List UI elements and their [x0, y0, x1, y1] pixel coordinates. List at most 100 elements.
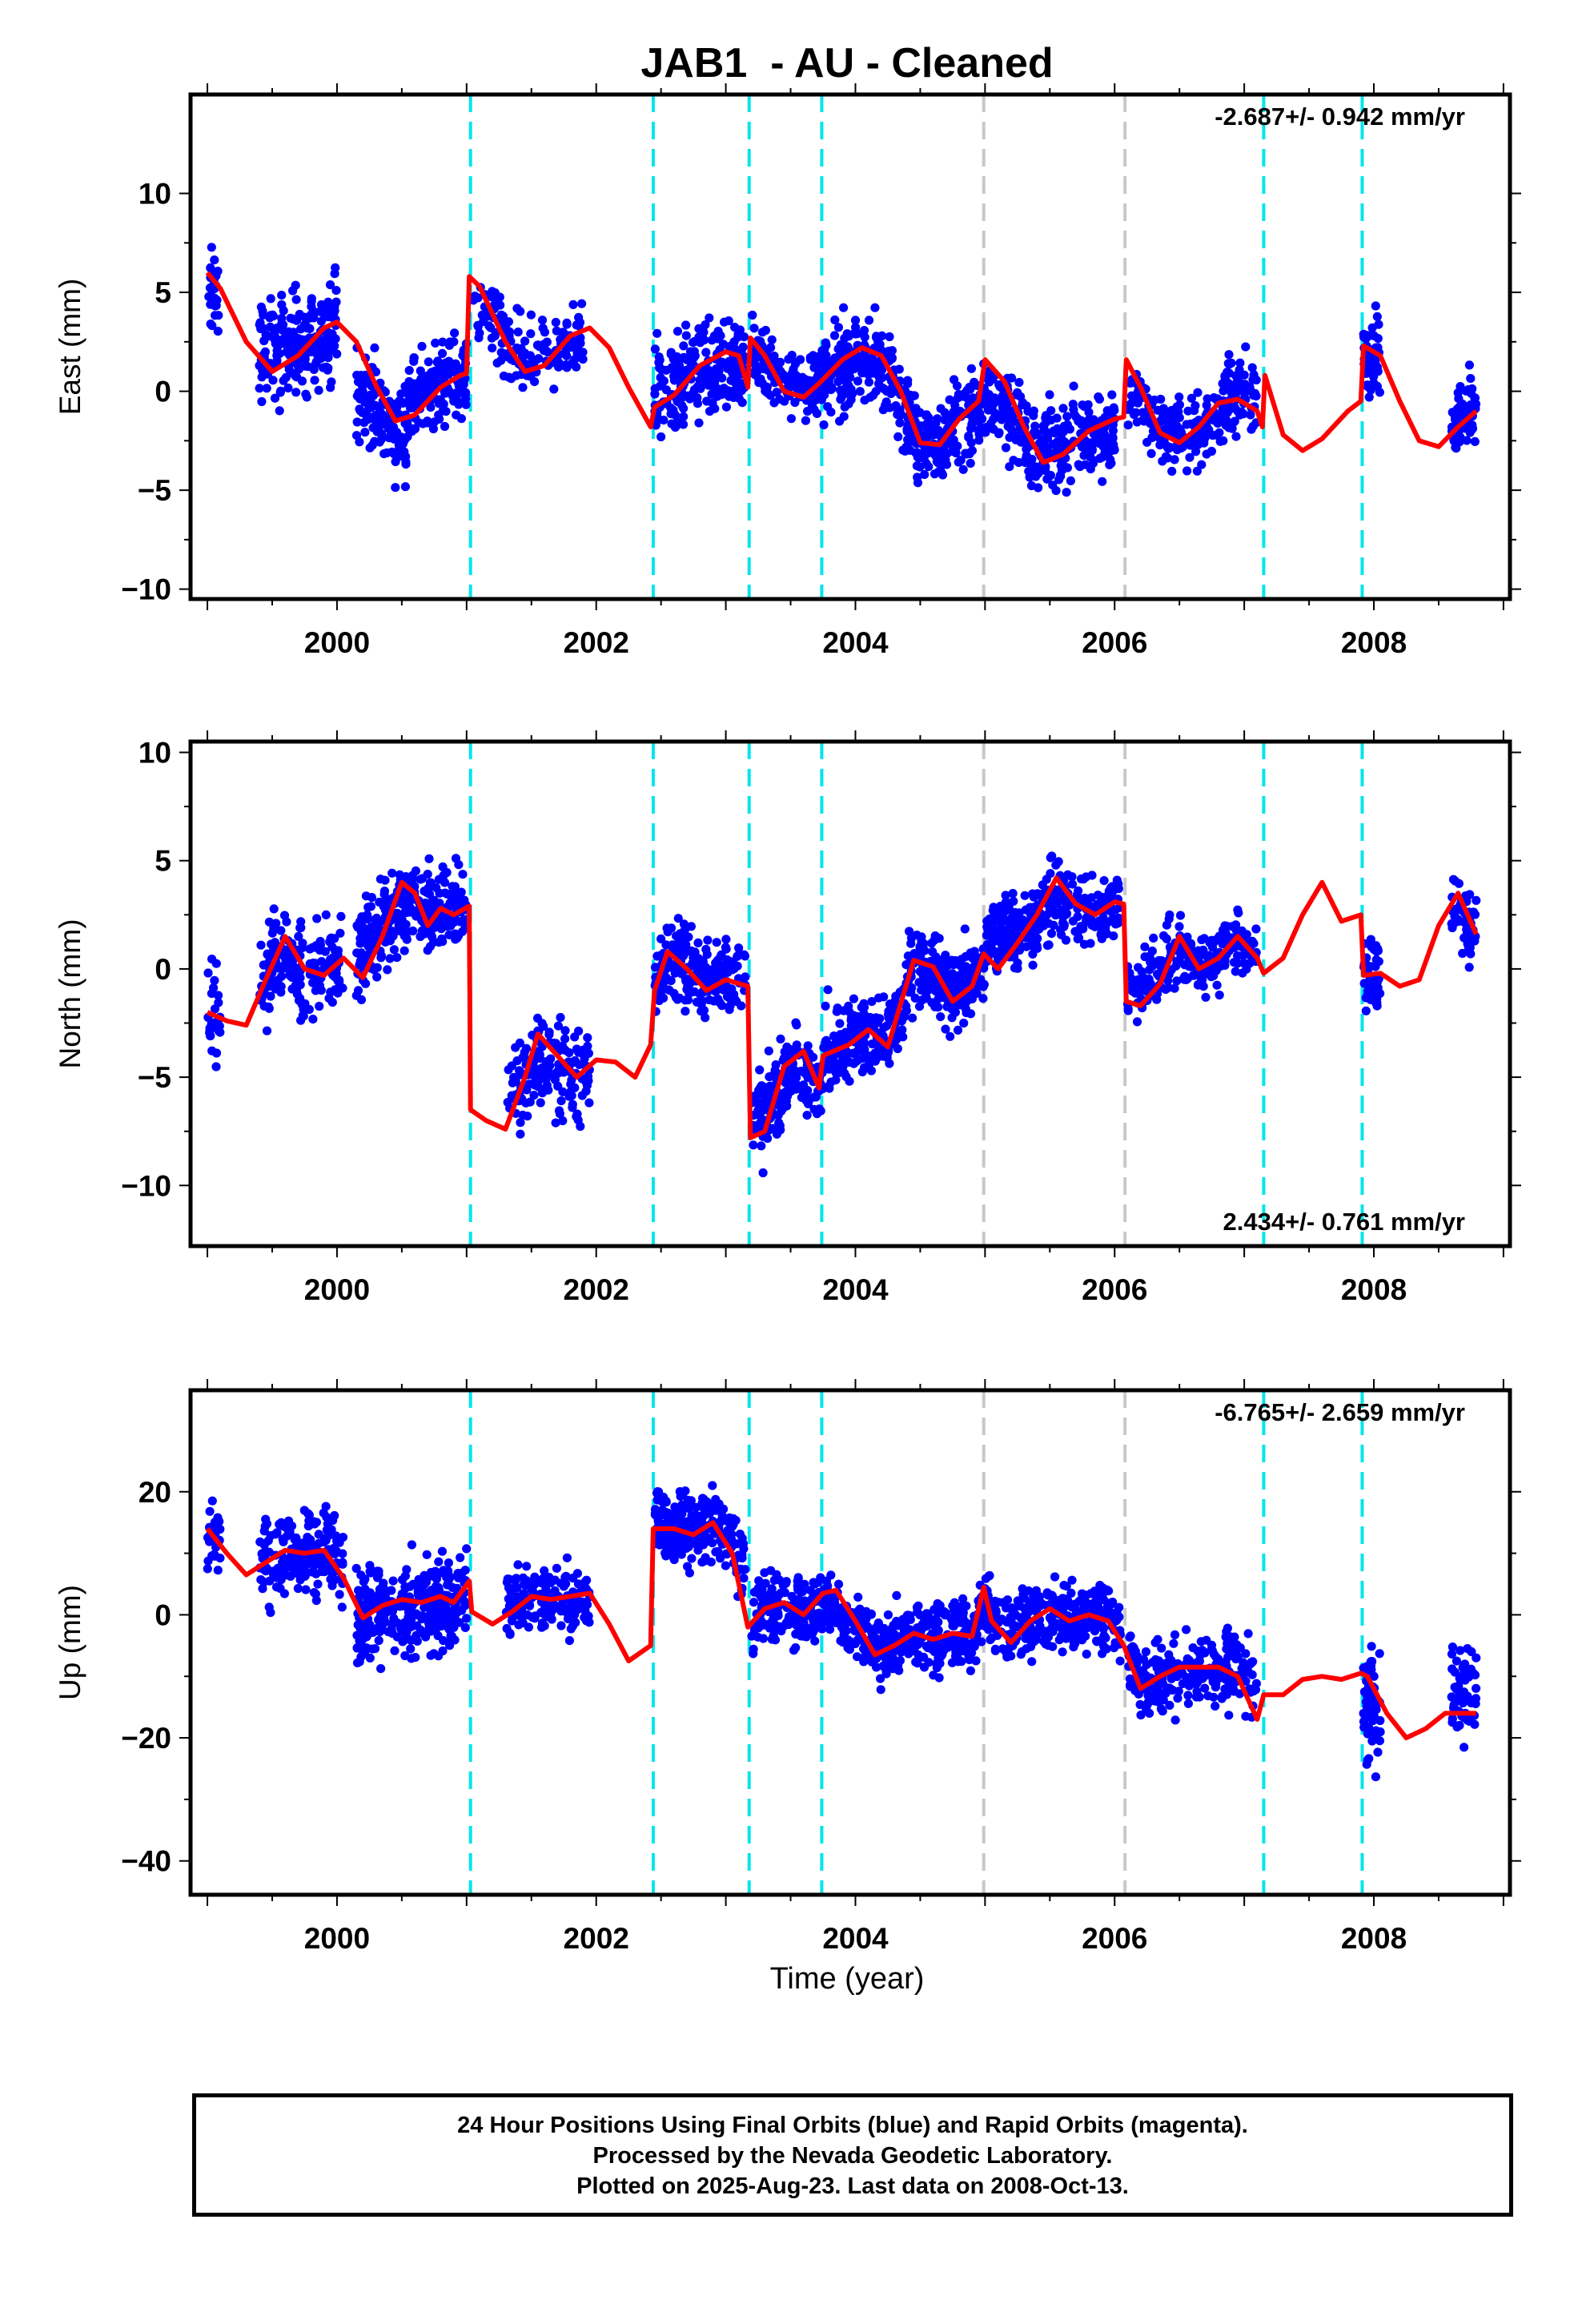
data-point — [831, 1068, 841, 1078]
data-point — [361, 979, 371, 988]
data-point — [1241, 342, 1251, 352]
data-point — [1086, 893, 1096, 903]
data-point — [379, 449, 389, 459]
data-point — [444, 387, 454, 396]
data-point — [1374, 320, 1383, 329]
data-point — [372, 972, 382, 982]
data-point — [449, 337, 459, 347]
data-point — [802, 1111, 812, 1120]
data-point — [279, 1589, 289, 1598]
data-point — [966, 364, 976, 373]
data-point — [210, 255, 219, 265]
data-point — [966, 458, 975, 468]
data-point — [689, 389, 699, 400]
data-point — [1238, 951, 1248, 960]
data-point — [1367, 364, 1377, 373]
data-point — [1057, 905, 1066, 915]
data-point — [1231, 432, 1241, 441]
data-point — [529, 1091, 539, 1100]
data-point — [1084, 408, 1094, 417]
data-point — [699, 336, 709, 345]
data-point — [211, 1062, 221, 1072]
data-point — [952, 381, 962, 391]
data-point — [820, 344, 829, 354]
data-point — [673, 914, 683, 923]
data-point — [1013, 958, 1022, 968]
data-point — [1001, 891, 1010, 900]
data-point — [1045, 390, 1054, 400]
data-point — [1247, 363, 1257, 372]
data-point — [355, 934, 365, 943]
data-point — [1457, 410, 1467, 420]
data-point — [291, 295, 301, 304]
data-point — [725, 1005, 734, 1015]
data-point — [860, 396, 869, 405]
data-point — [1058, 918, 1068, 927]
data-point — [1041, 427, 1050, 436]
data-point — [906, 939, 916, 948]
data-point — [405, 404, 416, 413]
data-point — [767, 335, 777, 344]
data-point — [1201, 992, 1211, 1002]
data-point — [1464, 360, 1474, 370]
data-point — [1050, 428, 1059, 438]
data-point — [786, 414, 797, 424]
data-points — [203, 1481, 1481, 1782]
data-point — [536, 1065, 545, 1075]
data-point — [315, 352, 325, 361]
data-point — [1458, 948, 1468, 959]
data-point — [422, 1550, 432, 1559]
data-point — [693, 938, 703, 947]
data-point — [988, 906, 998, 915]
data-point — [1462, 928, 1472, 938]
data-point — [1172, 402, 1182, 412]
data-point — [841, 1029, 851, 1039]
data-point — [391, 483, 400, 493]
data-point — [705, 313, 714, 323]
data-point — [1028, 960, 1038, 970]
data-point — [354, 1586, 363, 1595]
y-tick-label: 10 — [139, 737, 171, 770]
data-point — [421, 1602, 432, 1612]
data-point — [824, 1064, 833, 1074]
data-point — [1373, 944, 1383, 954]
data-point — [1042, 910, 1052, 919]
data-point — [990, 393, 999, 403]
data-point — [262, 384, 271, 393]
data-points — [204, 243, 1481, 497]
data-point — [298, 1554, 307, 1563]
data-point — [1067, 879, 1078, 889]
data-point — [292, 336, 302, 347]
data-point — [947, 969, 958, 979]
data-point — [456, 917, 465, 927]
data-point — [428, 424, 439, 434]
data-point — [1008, 889, 1018, 899]
data-point — [1009, 456, 1018, 465]
data-point — [518, 1110, 528, 1120]
data-point — [672, 352, 682, 362]
data-point — [319, 1536, 329, 1546]
data-point — [1177, 951, 1186, 960]
data-point — [665, 986, 674, 995]
data-point — [871, 387, 881, 396]
data-point — [1230, 416, 1239, 426]
data-point — [318, 363, 328, 372]
data-point — [311, 1553, 321, 1562]
data-point — [819, 363, 829, 372]
data-point — [1193, 440, 1203, 450]
data-point — [576, 339, 585, 348]
data-point — [1074, 926, 1084, 935]
data-point — [650, 384, 660, 393]
data-point — [1062, 488, 1071, 497]
data-point — [961, 951, 970, 962]
data-point — [372, 1573, 383, 1582]
data-point — [516, 1129, 525, 1139]
data-point — [424, 357, 433, 367]
data-point — [213, 267, 223, 276]
data-point — [209, 983, 219, 993]
data-point — [420, 389, 429, 399]
data-point — [1188, 971, 1198, 980]
data-point — [945, 395, 954, 404]
data-point — [792, 1040, 801, 1050]
